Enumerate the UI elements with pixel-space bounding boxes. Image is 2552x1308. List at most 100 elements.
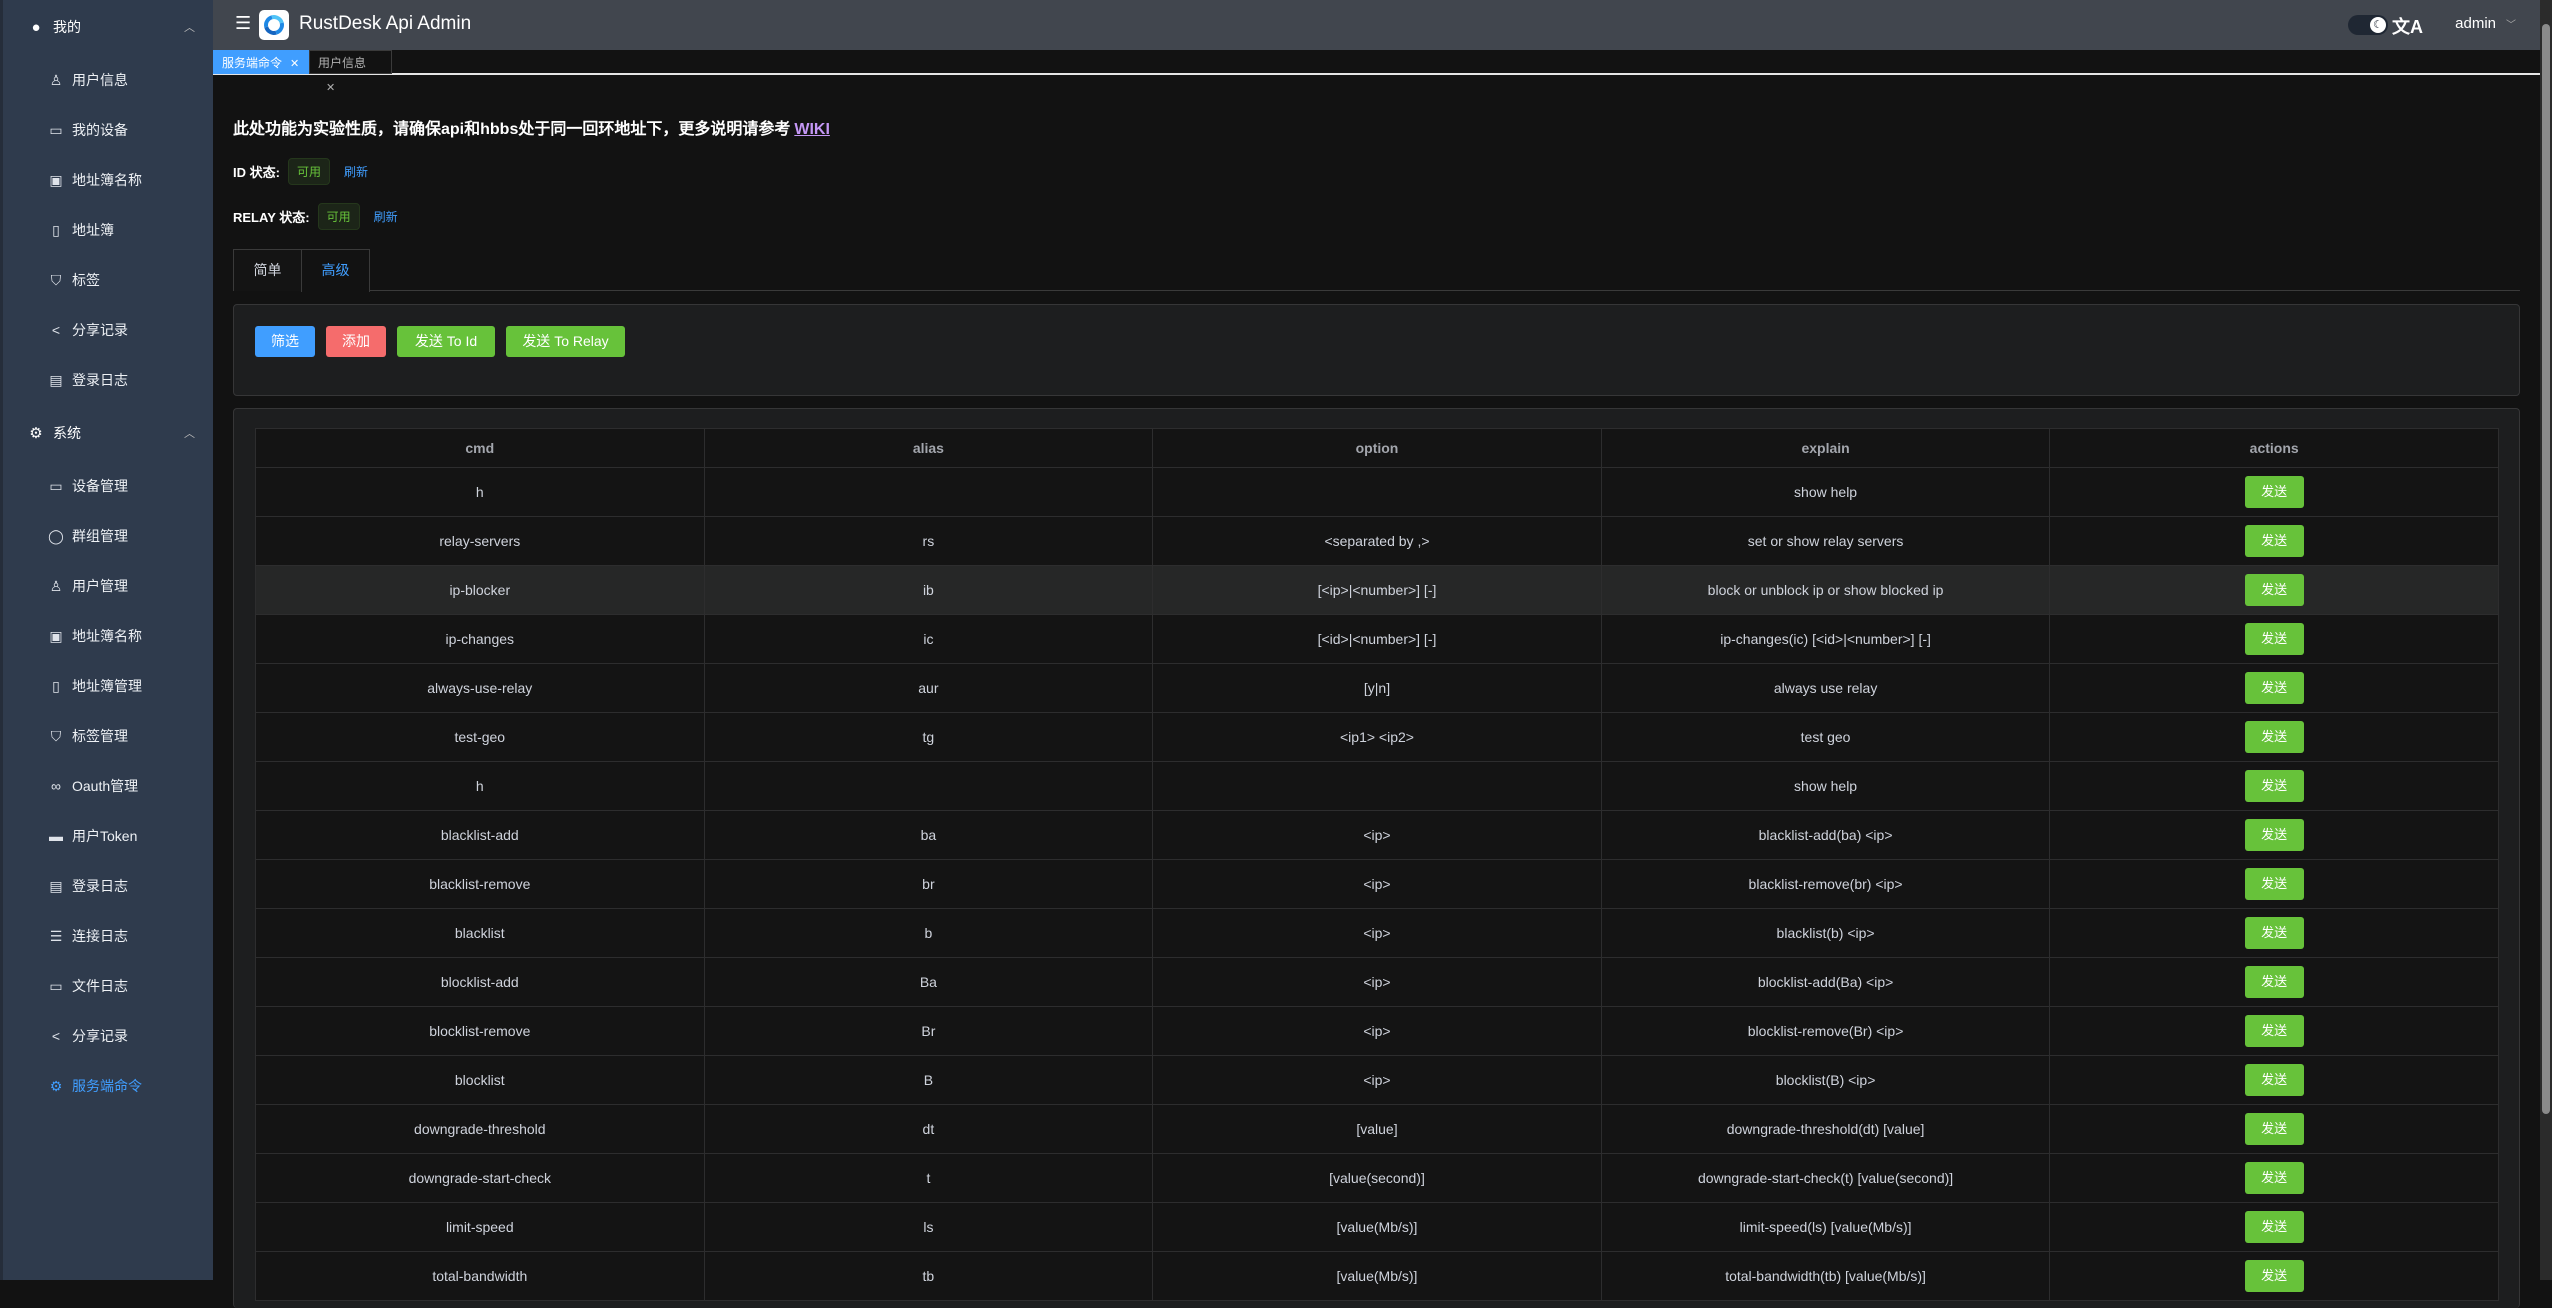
- tag-server-command[interactable]: 服务端命令 ✕: [213, 50, 309, 74]
- send-button[interactable]: 发送: [2244, 868, 2304, 900]
- option-cell: <ip>: [1152, 908, 1602, 958]
- send-button[interactable]: 发送: [2244, 966, 2304, 998]
- send-button[interactable]: 发送: [2244, 574, 2304, 606]
- tag-user-info[interactable]: 用户信息 ✕: [309, 50, 392, 94]
- actions-cell: 发送: [2049, 908, 2499, 958]
- actions-cell: 发送: [2049, 712, 2499, 762]
- monitor-icon: ▭: [49, 121, 63, 138]
- close-icon[interactable]: ✕: [326, 82, 336, 94]
- sidebar-item[interactable]: ∞ Oauth管理: [3, 761, 213, 811]
- gear-icon: ⚙: [49, 1077, 63, 1094]
- document-icon: ☰: [49, 927, 63, 944]
- option-cell: <ip>: [1152, 1055, 1602, 1105]
- alias-cell: B: [703, 1055, 1154, 1105]
- user-outline-icon: ♙: [49, 71, 63, 88]
- option-cell: [value(second)]: [1152, 1153, 1602, 1203]
- wiki-link[interactable]: WIKI: [794, 121, 830, 138]
- table-row: h show help 发送: [255, 467, 2499, 517]
- send-button[interactable]: 发送: [2244, 1211, 2304, 1243]
- send-button[interactable]: 发送: [2244, 1260, 2304, 1292]
- table-row: blacklist b <ip> blacklist(b) <ip> 发送: [255, 908, 2499, 958]
- sidebar-group[interactable]: ● 我的 ︿: [3, 2, 213, 52]
- filter-button[interactable]: 筛选: [255, 326, 315, 357]
- sidebar-item-label: 标签: [72, 272, 100, 288]
- send-button[interactable]: 发送: [2244, 1015, 2304, 1047]
- cmd-cell: always-use-relay: [255, 663, 705, 713]
- sidebar-item[interactable]: ⚙ 服务端命令: [3, 1061, 213, 1111]
- send-button[interactable]: 发送: [2244, 1113, 2304, 1145]
- explain-cell: test geo: [1600, 712, 2051, 762]
- table-body: h show help 发送 relay-servers rs <separated by…: [255, 467, 2499, 1301]
- tag-label: 用户信息: [318, 56, 367, 70]
- sidebar-item[interactable]: ⛉ 标签: [3, 255, 213, 305]
- sidebar-item[interactable]: ▤ 登录日志: [3, 861, 213, 911]
- send-button[interactable]: 发送: [2244, 819, 2304, 851]
- cmd-cell: blocklist-add: [255, 957, 705, 1007]
- cmd-cell: blacklist-add: [255, 810, 705, 860]
- table-row: downgrade-threshold dt [value] downgrade-th…: [255, 1104, 2499, 1154]
- dark-mode-toggle[interactable]: ☾: [2348, 15, 2388, 35]
- chevron-up-icon: ︿: [184, 428, 195, 440]
- moon-icon: ☾: [2370, 17, 2386, 33]
- sidebar-item[interactable]: < 分享记录: [3, 1011, 213, 1061]
- app-logo: [259, 10, 289, 40]
- send-button[interactable]: 发送: [2244, 1064, 2304, 1096]
- sidebar-item[interactable]: ▭ 我的设备: [3, 105, 213, 155]
- send-button[interactable]: 发送: [2244, 770, 2304, 802]
- alias-cell: [703, 761, 1154, 811]
- tab-advanced[interactable]: 高级: [301, 249, 370, 292]
- sidebar-item-label: 登录日志: [72, 372, 128, 388]
- add-button[interactable]: 添加: [326, 326, 386, 357]
- sidebar-item[interactable]: < 分享记录: [3, 305, 213, 355]
- send-button[interactable]: 发送: [2244, 623, 2304, 655]
- translate-icon[interactable]: 文A: [2392, 17, 2423, 37]
- sidebar-item[interactable]: ▤ 登录日志: [3, 355, 213, 405]
- relay-refresh-link[interactable]: 刷新: [373, 210, 398, 224]
- sidebar-item[interactable]: ▭ 设备管理: [3, 461, 213, 511]
- send-button[interactable]: 发送: [2244, 1162, 2304, 1194]
- send-button[interactable]: 发送: [2244, 672, 2304, 704]
- send-button[interactable]: 发送: [2244, 476, 2304, 508]
- sidebar-item[interactable]: ▭ 文件日志: [3, 961, 213, 1011]
- table-row: blocklist B <ip> blocklist(B) <ip> 发送: [255, 1055, 2499, 1105]
- sidebar-item[interactable]: ▯ 地址簿管理: [3, 661, 213, 711]
- send-button[interactable]: 发送: [2244, 917, 2304, 949]
- option-cell: [<id>|<number>] [-]: [1152, 614, 1602, 664]
- sidebar-item-label: 分享记录: [72, 322, 128, 338]
- scrollbar-thumb[interactable]: [2542, 24, 2550, 1114]
- chat-icon: ◯: [48, 527, 64, 544]
- sidebar-item[interactable]: ♙ 用户信息: [3, 55, 213, 105]
- send-button[interactable]: 发送: [2244, 525, 2304, 557]
- sidebar-item-label: 设备管理: [72, 478, 128, 494]
- option-cell: <ip>: [1152, 859, 1602, 909]
- explain-cell: total-bandwidth(tb) [value(Mb/s)]: [1600, 1251, 2051, 1301]
- sidebar-item[interactable]: ♙ 用户管理: [3, 561, 213, 611]
- sidebar-item[interactable]: ▯ 地址簿: [3, 205, 213, 255]
- tab-simple[interactable]: 简单: [233, 249, 302, 291]
- option-cell: <ip1> <ip2>: [1152, 712, 1602, 762]
- id-refresh-link[interactable]: 刷新: [343, 165, 368, 179]
- user-menu[interactable]: admin ﹀: [2455, 15, 2516, 32]
- sidebar-item-label: 分享记录: [72, 1028, 128, 1044]
- sidebar-item[interactable]: ☰ 连接日志: [3, 911, 213, 961]
- column-header: actions: [2049, 428, 2499, 468]
- close-icon[interactable]: ✕: [290, 58, 300, 70]
- page-scrollbar[interactable]: [2540, 0, 2552, 1280]
- table-row: blocklist-add Ba <ip> blocklist-add(Ba) <ip…: [255, 957, 2499, 1007]
- chevron-down-icon: ﹀: [2506, 20, 2516, 31]
- alias-cell: rs: [703, 516, 1154, 566]
- send-button[interactable]: 发送: [2244, 721, 2304, 753]
- send-to-relay-button[interactable]: 发送 To Relay: [506, 326, 625, 357]
- share-icon: <: [51, 322, 61, 338]
- notice-text: 此处功能为实验性质，请确保api和hbbs处于同一回环地址下，更多说明请参考 WI…: [233, 115, 830, 139]
- sidebar-item-label: 登录日志: [72, 878, 128, 894]
- sidebar-item[interactable]: ⛉ 标签管理: [3, 711, 213, 761]
- sidebar-item[interactable]: ▣ 地址簿名称: [3, 611, 213, 661]
- sidebar-item[interactable]: ▣ 地址簿名称: [3, 155, 213, 205]
- send-to-id-button[interactable]: 发送 To Id: [397, 326, 495, 357]
- sidebar-group[interactable]: ⚙ 系统 ︿: [3, 408, 213, 458]
- hamburger-icon[interactable]: ☰: [235, 13, 252, 33]
- sidebar-item-label: 群组管理: [72, 528, 128, 544]
- sidebar-item[interactable]: ◯ 群组管理: [3, 511, 213, 561]
- sidebar-item[interactable]: ▬ 用户Token: [3, 811, 213, 861]
